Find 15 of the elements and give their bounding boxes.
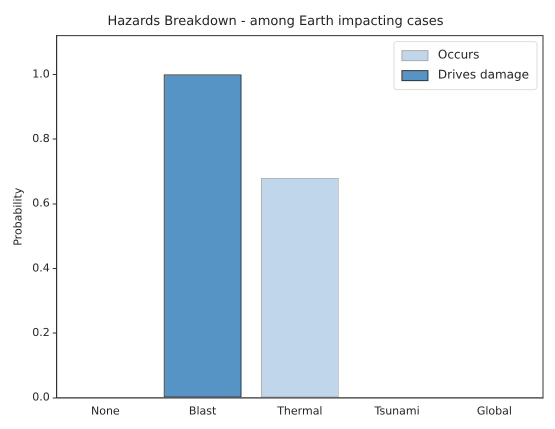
y-tick-label: 0.6 — [32, 196, 50, 210]
y-tick-label: 0.2 — [32, 326, 50, 339]
y-axis-title: Probability — [11, 187, 24, 246]
x-tick-label: Blast — [188, 404, 217, 418]
x-tick-label: Global — [476, 404, 512, 418]
chart-title: Hazards Breakdown - among Earth impacting cases — [107, 14, 444, 30]
y-tick-label: 0.8 — [32, 132, 50, 145]
legend-label: Drives damage — [438, 68, 530, 82]
y-tick-label: 1.0 — [32, 67, 50, 80]
y-tick-label: 0.0 — [32, 390, 50, 404]
x-tick-label: None — [90, 404, 120, 418]
y-tick-label: 0.4 — [32, 261, 50, 274]
x-tick-label: Thermal — [276, 404, 323, 418]
legend-label: Occurs — [438, 48, 480, 62]
x-tick-label: Tsunami — [374, 404, 420, 418]
